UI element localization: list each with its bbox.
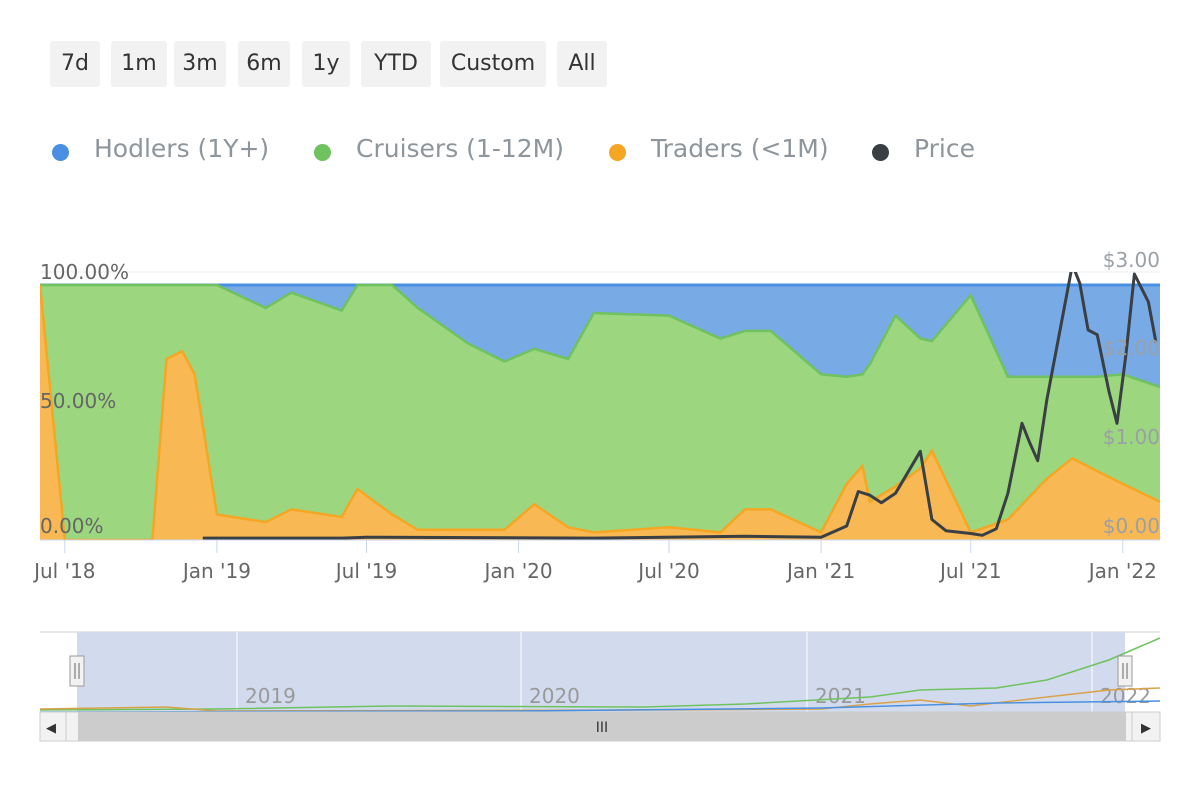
navigator-chart: 2019 2020 2021 2022 III ◀ ▶: [39, 631, 1161, 742]
legend-item-traders-1m[interactable]: Traders (<1M): [609, 130, 862, 174]
legend-marker-icon: [609, 144, 626, 161]
series-line-price: [202, 272, 1158, 540]
y-right-tick-label: $1.00: [1103, 425, 1160, 449]
legend-label: Hodlers (1Y+): [94, 134, 270, 163]
x-tick-label: Jan '20: [483, 559, 553, 583]
x-tick-label: Jan '21: [785, 559, 855, 583]
x-tick-label: Jul '21: [938, 559, 1001, 583]
navigator-line-hodlers: [39, 700, 1161, 713]
range-button-1y[interactable]: 1y: [302, 41, 350, 87]
x-tick-label: Jul '18: [32, 559, 95, 583]
y-left-tick-label: 50.00%: [40, 389, 116, 413]
legend-label: Cruisers (1-12M): [356, 134, 564, 163]
range-button-3m[interactable]: 3m: [174, 41, 226, 87]
range-button-7d[interactable]: 7d: [50, 41, 100, 87]
navigator-year-label: 2021: [815, 684, 866, 708]
navigator-handle-right[interactable]: [1117, 655, 1133, 687]
range-button-all[interactable]: All: [557, 41, 607, 87]
navigator-line-cruisers: [39, 637, 1161, 711]
axes: Jul '18 Jan '19 Jul '19 Jan '20 Jul '20 Jan '…: [32, 248, 1160, 583]
legend-marker-icon: [872, 144, 889, 161]
y-right-tick-label: $3.00: [1103, 248, 1160, 272]
x-tick-label: Jul '19: [334, 559, 397, 583]
series-area-cruisers: [40, 285, 1160, 540]
scroll-right-icon[interactable]: ▶: [1141, 721, 1151, 736]
scroll-left-icon[interactable]: ◀: [46, 721, 56, 736]
y-right-tick-label: $2.00: [1103, 336, 1160, 360]
legend-label: Price: [914, 134, 975, 163]
legend-label: Traders (<1M): [651, 134, 829, 163]
navigator-line-traders: [39, 687, 1161, 712]
scrollbar-grip-icon[interactable]: III: [596, 720, 608, 736]
series-line-cruisers: [40, 283, 1160, 389]
scrollbar-thumb[interactable]: [78, 712, 1126, 741]
y-left-tick-label: 0.00%: [40, 514, 104, 538]
x-tick-label: Jan '22: [1087, 559, 1157, 583]
legend-marker-icon: [52, 144, 69, 161]
legend-item-hodlers-1y[interactable]: Hodlers (1Y+): [52, 130, 304, 174]
range-button-ytd[interactable]: YTD: [361, 41, 431, 87]
range-button-1m[interactable]: 1m: [111, 41, 167, 87]
range-button-custom[interactable]: Custom: [440, 41, 546, 87]
navigator-handle-left[interactable]: [69, 655, 85, 687]
navigator-year-label: 2020: [529, 684, 580, 708]
series-area-traders: [40, 285, 1160, 540]
navigator-selected-range[interactable]: [77, 632, 1125, 712]
y-left-tick-label: 100.00%: [40, 260, 129, 284]
legend-item-price[interactable]: Price: [872, 130, 1002, 174]
navigator-year-label: 2022: [1100, 684, 1151, 708]
x-tick-label: Jan '19: [181, 559, 251, 583]
navigator-year-label: 2019: [245, 684, 296, 708]
series-areas: [40, 272, 1160, 540]
range-button-6m[interactable]: 6m: [238, 41, 290, 87]
legend-marker-icon: [314, 144, 331, 161]
x-tick-label: Jul '20: [636, 559, 699, 583]
legend-item-cruisers-1-12m[interactable]: Cruisers (1-12M): [314, 130, 599, 174]
y-right-tick-label: $0.00: [1103, 514, 1160, 538]
